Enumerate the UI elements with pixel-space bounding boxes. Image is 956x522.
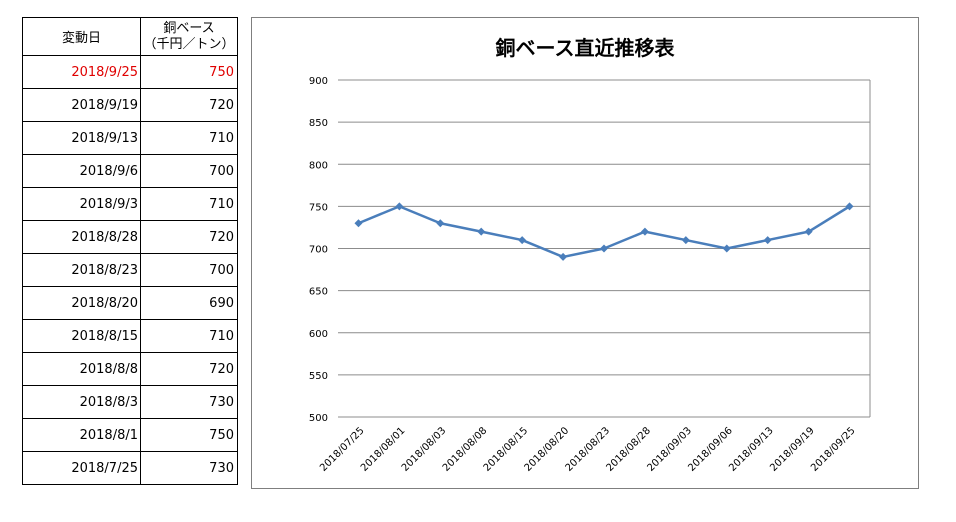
table-row: 2018/8/20 690 [22,286,238,320]
table-row: 2018/7/25 730 [22,451,238,485]
table-row: 2018/8/28 720 [22,220,238,254]
row-date: 2018/9/6 [22,154,141,188]
y-tick-label: 500 [309,413,328,424]
table-row: 2018/9/13 710 [22,121,238,155]
row-value: 720 [140,352,238,386]
line-chart: 5005506006507007508008509002018/07/25201… [309,76,871,474]
y-tick-label: 900 [309,76,328,87]
table-header-row: 変動日 銅ベース （千円／トン） [22,17,238,56]
data-point [804,227,813,236]
data-point [640,227,649,236]
y-tick-label: 850 [309,118,328,129]
y-tick-label: 650 [309,287,328,298]
y-tick-label: 600 [309,329,328,340]
table-row: 2018/9/19 720 [22,88,238,122]
row-value: 710 [140,187,238,221]
data-point [600,244,608,253]
table-row: 2018/9/3 710 [22,187,238,221]
data-point [395,202,404,211]
data-point [681,236,690,245]
y-tick-label: 750 [309,202,328,213]
row-value: 690 [140,286,238,320]
y-tick-label: 800 [309,160,328,171]
row-date: 2018/7/25 [22,451,141,485]
table-row: 2018/8/1 750 [22,418,238,452]
data-point [518,236,527,245]
row-date: 2018/9/25 [22,55,141,89]
row-date: 2018/8/20 [22,286,141,320]
x-tick-label: 2018/09/25 [809,425,858,474]
row-date: 2018/9/19 [22,88,141,122]
row-date: 2018/8/8 [22,352,141,386]
row-date: 2018/8/1 [22,418,141,452]
table-row: 2018/8/8 720 [22,352,238,386]
table-row: 2018/8/3 730 [22,385,238,419]
copper-base-table: 変動日 銅ベース （千円／トン） 2018/9/25 750 2018/9/19 72… [22,17,238,485]
row-date: 2018/8/28 [22,220,141,254]
row-date: 2018/8/15 [22,319,141,353]
table-row: 2018/9/25 750 [22,55,238,89]
row-date: 2018/8/3 [22,385,141,419]
table-row: 2018/8/23 700 [22,253,238,287]
header-value: 銅ベース （千円／トン） [140,17,238,56]
data-point [436,219,445,228]
row-value: 700 [140,253,238,287]
header-value-line1: 銅ベース [163,20,215,36]
data-point [477,227,486,236]
row-value: 750 [140,55,238,89]
row-value: 730 [140,451,238,485]
row-value: 710 [140,319,238,353]
row-value: 710 [140,121,238,155]
row-value: 730 [140,385,238,419]
chart-area: 銅ベース直近推移表 500 550 600 650 700 750 800 850 900 201… [251,17,919,489]
header-date: 変動日 [22,17,141,56]
row-date: 2018/8/23 [22,253,141,287]
row-date: 2018/9/3 [22,187,141,221]
row-value: 720 [140,220,238,254]
data-point [845,202,854,211]
data-point [354,219,363,228]
table-row: 2018/9/6 700 [22,154,238,188]
table-row: 2018/8/15 710 [22,319,238,353]
chart-title: 銅ベース直近推移表 [495,36,675,60]
row-value: 720 [140,88,238,122]
header-value-line2: （千円／トン） [143,36,235,52]
row-value: 750 [140,418,238,452]
y-tick-label: 700 [309,245,328,256]
row-date: 2018/9/13 [22,121,141,155]
data-point [763,236,772,245]
row-value: 700 [140,154,238,188]
y-tick-label: 550 [309,371,328,382]
data-point [559,252,568,261]
data-point [722,244,731,253]
